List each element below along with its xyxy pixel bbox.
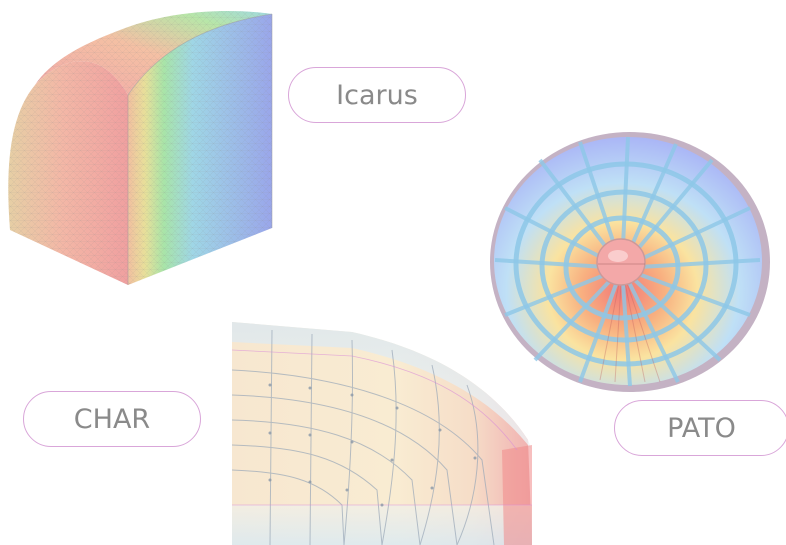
icarus-mesh-figure bbox=[8, 11, 273, 285]
char-label: CHAR bbox=[23, 391, 201, 447]
char-cross-section-figure bbox=[232, 322, 532, 545]
icarus-label: Icarus bbox=[288, 67, 466, 123]
pato-heatshield-figure bbox=[490, 132, 770, 392]
pato-label: PATO bbox=[614, 400, 786, 456]
